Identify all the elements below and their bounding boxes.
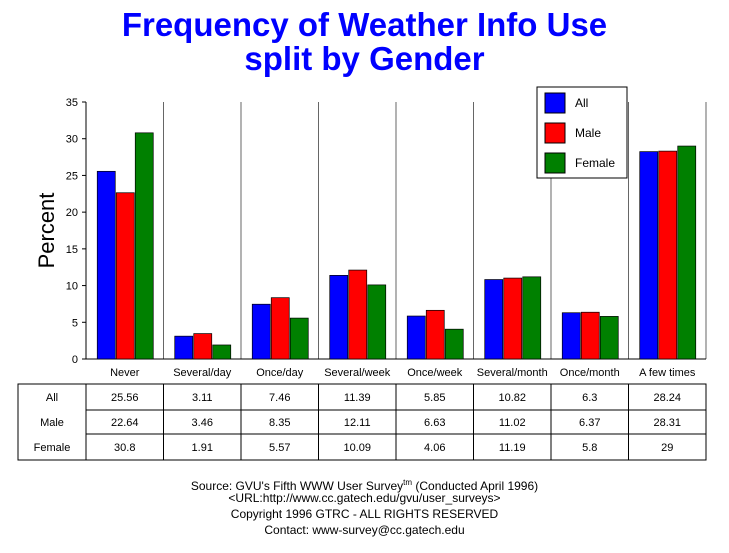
y-tick-label: 25 — [66, 170, 78, 182]
table-cell: 7.46 — [269, 392, 290, 404]
table-cell: 5.8 — [582, 442, 597, 454]
table-cell: 5.85 — [424, 392, 445, 404]
table-cell: 25.56 — [111, 392, 139, 404]
bar-female — [367, 284, 387, 360]
table-row-header: Female — [34, 442, 71, 454]
bar-all — [639, 151, 659, 360]
bar-male — [503, 277, 523, 360]
table-cell: 4.06 — [424, 442, 445, 454]
bar-female — [522, 276, 542, 360]
legend-label-female: Female — [575, 156, 615, 170]
table-cell: 8.35 — [269, 417, 290, 429]
bar-all — [251, 303, 271, 360]
y-tick-label: 30 — [66, 134, 78, 146]
bar-male — [425, 309, 445, 360]
table-cell: 28.31 — [653, 417, 681, 429]
category-label: Several/day — [173, 367, 232, 379]
table-cell: 10.82 — [498, 392, 526, 404]
y-tick-label: 15 — [66, 244, 78, 256]
bar-male — [270, 297, 290, 360]
table-cell: 6.3 — [582, 392, 597, 404]
source-text: Source: GVU's Fifth WWW User Survey — [190, 479, 404, 493]
bar-female — [599, 316, 619, 360]
bar-chart: 0 5 10 15 20 25 30 35 Percent Never Several/day Onc… — [17, 86, 707, 461]
y-axis-label: Percent — [34, 193, 59, 269]
table-cell: 3.11 — [192, 392, 213, 404]
category-label: Once/month — [560, 367, 620, 379]
bar-all — [96, 170, 116, 360]
bar-male — [348, 269, 368, 360]
legend-label-male: Male — [575, 126, 601, 140]
y-tick-label: 0 — [72, 354, 78, 366]
y-tick-label: 10 — [66, 281, 78, 293]
category-label: Once/week — [407, 367, 463, 379]
url-line: <URL:http://www.cc.gatech.edu/gvu/user_s… — [228, 491, 501, 505]
data-table — [17, 383, 707, 461]
bar-male — [193, 333, 213, 360]
bar-female — [212, 344, 232, 360]
table-cell: 22.64 — [111, 417, 139, 429]
legend-swatch-female — [544, 152, 566, 174]
table-cell: 29 — [661, 442, 673, 454]
table-cell: 28.24 — [653, 392, 681, 404]
table-cell: 10.09 — [343, 442, 371, 454]
bar-all — [561, 312, 581, 360]
bar-all — [406, 315, 426, 360]
chart-subtitle: split by Gender — [244, 40, 485, 77]
conducted-text: (Conducted April 1996) — [412, 479, 539, 493]
bar-female — [444, 328, 464, 360]
bar-all — [484, 279, 504, 360]
copyright-line: Copyright 1996 GTRC - ALL RIGHTS RESERVE… — [230, 507, 499, 521]
category-label: Once/day — [256, 367, 304, 379]
category-label: Never — [110, 367, 140, 379]
category-label: Several/week — [324, 367, 391, 379]
category-label: A few times — [639, 367, 696, 379]
bar-all — [329, 275, 349, 360]
y-tick-label: 35 — [66, 97, 78, 109]
table-row-header: Male — [40, 417, 64, 429]
trademark: tm — [403, 478, 413, 487]
source-line: Source: GVU's Fifth WWW User Surveytm (C… — [0, 478, 729, 493]
bar-female — [134, 132, 154, 360]
bar-all — [174, 335, 194, 360]
y-tick-label: 20 — [66, 207, 78, 219]
table-cell: 6.63 — [424, 417, 445, 429]
bar-female — [677, 145, 697, 360]
table-cell: 30.8 — [114, 442, 135, 454]
table-cell: 3.46 — [192, 417, 213, 429]
legend-label-all: All — [575, 96, 588, 110]
contact-line: Contact: www-survey@cc.gatech.edu — [264, 523, 465, 537]
legend-swatch-all — [544, 92, 566, 114]
table-cell: 6.37 — [579, 417, 600, 429]
category-label: Several/month — [477, 367, 548, 379]
bar-male — [658, 150, 678, 360]
bar-male — [580, 311, 600, 360]
table-cell: 12.11 — [344, 417, 371, 429]
table-cell: 11.02 — [499, 417, 526, 429]
bar-male — [115, 192, 135, 360]
chart-title: Frequency of Weather Info Use — [121, 6, 608, 43]
legend-swatch-male — [544, 122, 566, 144]
bar-female — [289, 317, 309, 360]
table-cell: 1.91 — [192, 442, 213, 454]
table-cell: 5.57 — [269, 442, 290, 454]
table-cell: 11.39 — [344, 392, 371, 404]
table-row-header: All — [46, 392, 58, 404]
y-tick-label: 5 — [72, 317, 78, 329]
table-cell: 11.19 — [499, 442, 526, 454]
